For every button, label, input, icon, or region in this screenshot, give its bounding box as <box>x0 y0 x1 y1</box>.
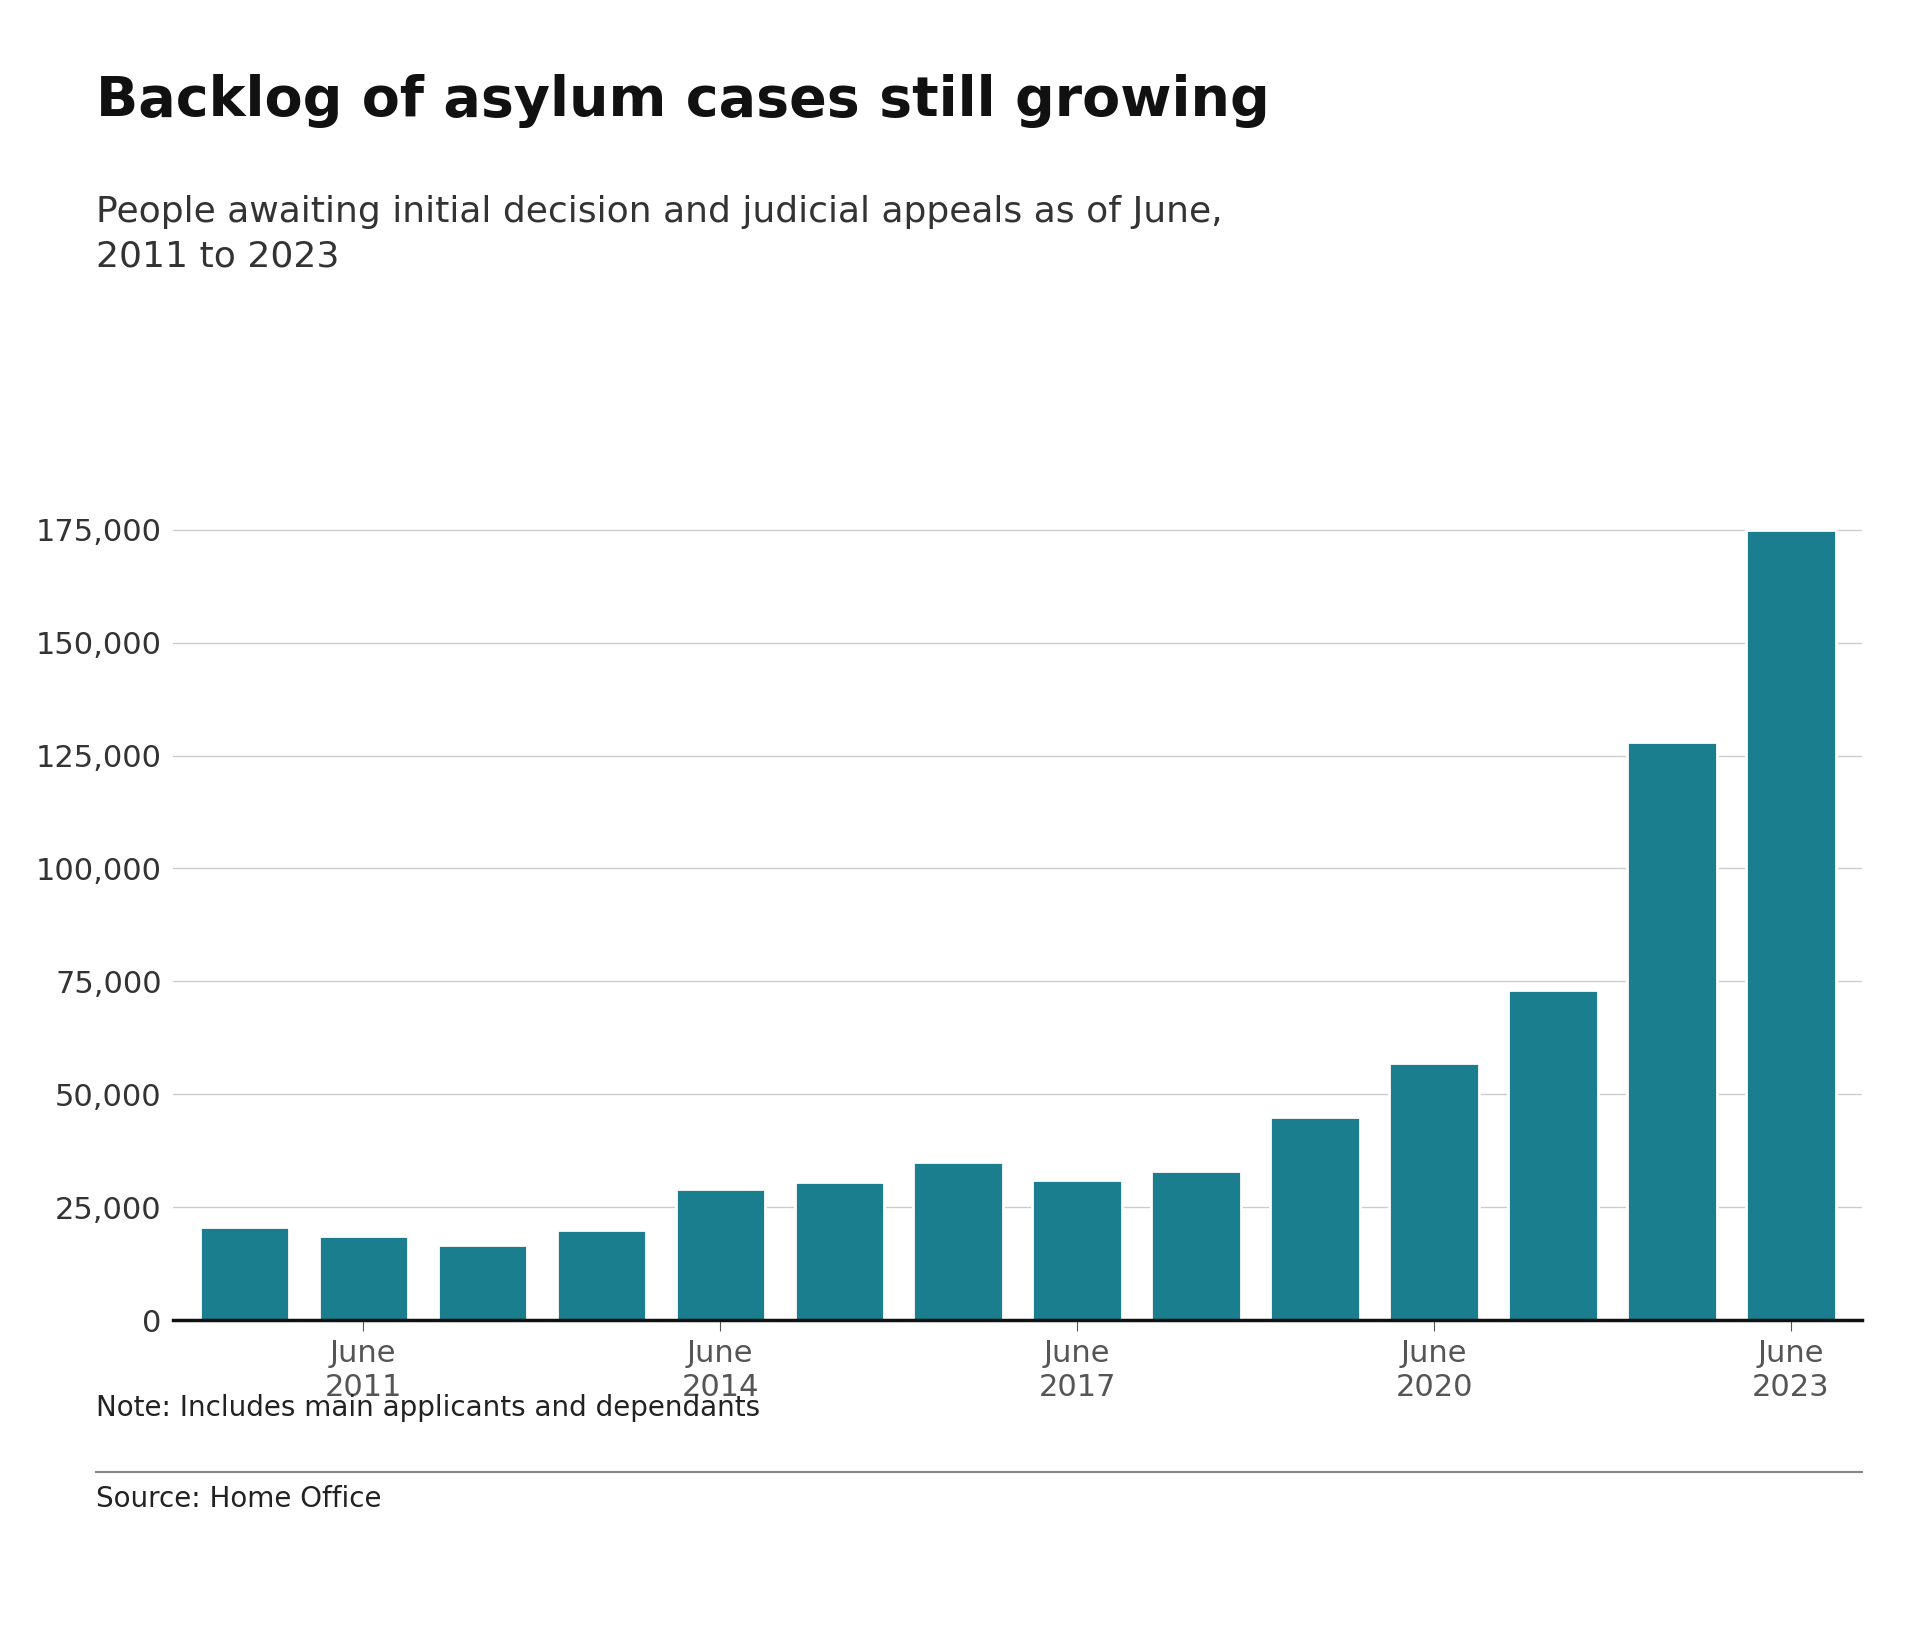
Text: Note: Includes main applicants and dependants: Note: Includes main applicants and depen… <box>96 1394 760 1422</box>
Bar <box>1628 742 1716 1320</box>
Bar <box>676 1190 764 1320</box>
Bar <box>1033 1180 1121 1320</box>
Bar <box>1747 530 1836 1320</box>
Bar <box>557 1229 645 1320</box>
Bar <box>1271 1117 1359 1320</box>
Bar <box>1509 990 1597 1320</box>
Text: BBC: BBC <box>1743 1563 1818 1596</box>
Bar <box>438 1246 526 1320</box>
Bar <box>795 1183 883 1320</box>
Text: People awaiting initial decision and judicial appeals as of June,
2011 to 2023: People awaiting initial decision and jud… <box>96 195 1223 274</box>
Bar <box>200 1228 288 1320</box>
Bar <box>1390 1063 1478 1320</box>
Bar <box>914 1162 1002 1320</box>
Bar <box>319 1236 407 1320</box>
Text: Backlog of asylum cases still growing: Backlog of asylum cases still growing <box>96 74 1269 129</box>
Text: Source: Home Office: Source: Home Office <box>96 1485 382 1513</box>
Bar <box>1152 1172 1240 1320</box>
